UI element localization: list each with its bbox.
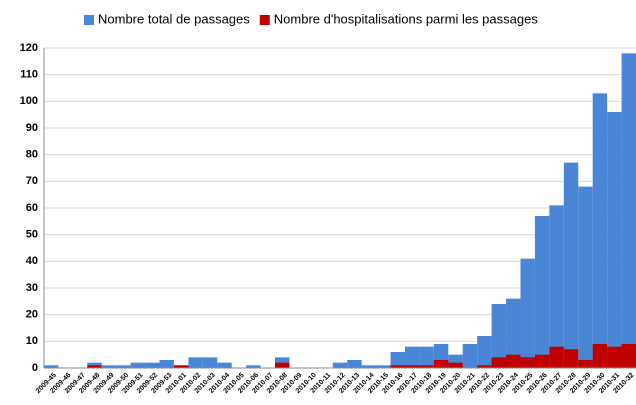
bar: [404, 346, 420, 368]
y-tick-label: 50: [26, 229, 38, 241]
bar: [592, 344, 608, 368]
bar: [563, 162, 579, 368]
bar: [419, 346, 434, 368]
legend-swatch: [259, 15, 270, 25]
bar: [578, 186, 593, 368]
bar: [173, 365, 189, 368]
bar: [549, 205, 564, 368]
bar: [87, 362, 102, 368]
bar: [563, 349, 579, 368]
bar: [332, 362, 348, 368]
bar: [578, 360, 593, 368]
bar: [448, 362, 463, 368]
bar: [130, 362, 146, 368]
bar: [87, 365, 102, 368]
y-tick-label: 70: [26, 175, 38, 187]
y-tick-label: 30: [26, 282, 38, 294]
bar: [477, 365, 492, 368]
bar: [361, 365, 377, 368]
bar: [491, 304, 507, 368]
bar: [477, 336, 492, 368]
bar: [549, 346, 564, 368]
y-tick-label: 90: [26, 122, 38, 134]
bar: [246, 365, 261, 368]
bar: [506, 354, 521, 368]
bar: [376, 365, 391, 368]
bar: [101, 365, 117, 368]
bar: [520, 258, 535, 368]
bar: [534, 354, 550, 368]
bar: [607, 346, 622, 368]
bar: [390, 365, 405, 368]
bar: [491, 357, 507, 368]
y-tick-label: 10: [26, 335, 38, 347]
bar: [275, 362, 290, 368]
bar: [390, 352, 405, 368]
bar: [188, 357, 203, 368]
y-tick-label: 80: [26, 149, 38, 161]
bar: [347, 360, 362, 368]
bar: [520, 357, 535, 368]
bar: [462, 344, 478, 368]
y-tick-label: 100: [20, 95, 38, 107]
bar: [44, 365, 59, 368]
bar: [217, 362, 232, 368]
legend-swatch: [84, 15, 94, 25]
y-tick-label: 0: [32, 362, 38, 374]
bar: [145, 362, 160, 368]
bar: [419, 365, 434, 368]
bar: [621, 344, 636, 368]
y-tick-label: 40: [26, 255, 38, 267]
bar: [592, 93, 608, 368]
bar: [116, 365, 131, 368]
legend-label: Nombre total de passages: [98, 11, 250, 26]
y-tick-label: 110: [20, 69, 38, 81]
bar: [621, 53, 636, 368]
y-tick-label: 60: [26, 202, 38, 214]
bar: [202, 357, 218, 368]
legend-label: Nombre d'hospitalisations parmi les pass…: [274, 11, 539, 26]
bar: [607, 112, 622, 368]
bar: [433, 360, 449, 368]
bar: [506, 298, 521, 368]
y-tick-label: 120: [20, 42, 38, 54]
bar: [404, 365, 420, 368]
y-tick-label: 20: [26, 309, 38, 321]
bar: [159, 360, 174, 368]
bar: [534, 216, 550, 368]
